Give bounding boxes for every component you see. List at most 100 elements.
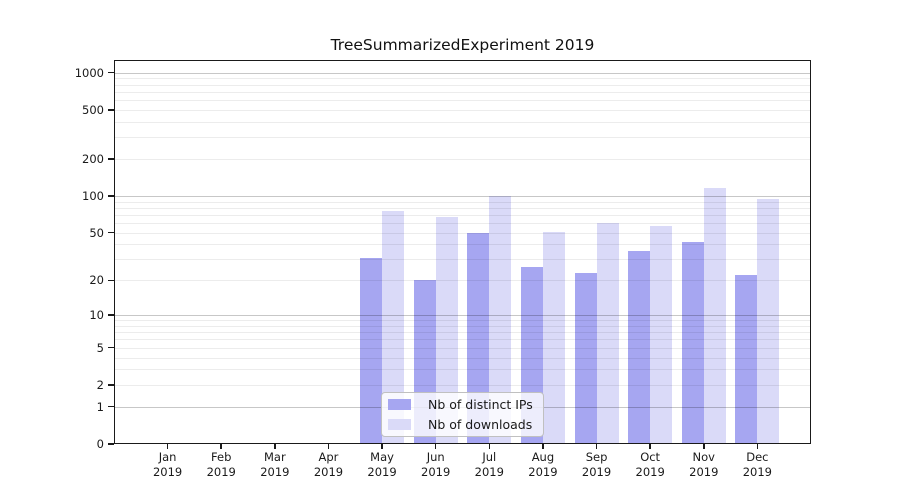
legend-label-nb-of-distinct-ips: Nb of distinct IPs (428, 397, 533, 412)
bar-nb-of-distinct-ips-dec-2019 (735, 275, 758, 444)
x-tick-label-year: 2019 (367, 464, 397, 479)
y-tick-100 (108, 195, 114, 197)
x-tick-may-2019 (381, 444, 383, 449)
legend-entry-nb-of-distinct-ips: Nb of distinct IPs (388, 396, 537, 413)
gridline-minor-70 (114, 214, 811, 216)
gridline-minor-5 (114, 347, 811, 349)
y-tick-label-50: 50 (89, 225, 104, 240)
y-tick-label-5: 5 (96, 340, 104, 355)
x-tick-label-year: 2019 (581, 464, 612, 479)
x-tick-label-feb-2019: Feb 2019 (194, 450, 248, 479)
x-tick-label-year: 2019 (528, 464, 558, 479)
y-tick-500 (108, 109, 114, 111)
gridline-minor-20 (114, 280, 811, 282)
bar-nb-of-distinct-ips-nov-2019 (681, 241, 704, 444)
legend-swatch-nb-of-distinct-ips (388, 399, 411, 410)
x-tick-label-year: 2019 (635, 464, 665, 479)
x-tick-label-year: 2019 (152, 464, 183, 479)
x-tick-label-month: Oct (640, 450, 661, 464)
x-tick-label-year: 2019 (689, 464, 719, 479)
bar-nb-of-downloads-nov-2019 (703, 187, 726, 444)
gridline-minor-30 (114, 259, 811, 261)
x-tick-label-month: Jul (482, 450, 497, 464)
x-tick-label-may-2019: May 2019 (355, 450, 409, 479)
x-tick-label-year: 2019 (260, 464, 290, 479)
y-tick-label-2: 2 (96, 377, 104, 392)
bar-nb-of-downloads-aug-2019 (542, 231, 565, 444)
y-tick-200 (108, 158, 114, 160)
y-tick-1000 (108, 71, 114, 74)
legend-label-nb-of-downloads: Nb of downloads (428, 417, 533, 432)
gridline-minor-300 (114, 137, 811, 139)
x-tick-jan-2019 (166, 444, 169, 449)
x-tick-label-year: 2019 (421, 464, 451, 479)
bar-nb-of-distinct-ips-may-2019 (360, 257, 383, 444)
x-tick-label-month: May (370, 450, 394, 464)
gridline-minor-900 (114, 78, 811, 80)
y-tick-20 (108, 279, 114, 282)
x-tick-label-month: Dec (746, 450, 769, 464)
gridline-minor-60 (114, 223, 811, 225)
x-tick-jul-2019 (488, 444, 491, 449)
plot-area (114, 60, 811, 444)
gridline-minor-80 (114, 207, 811, 209)
gridline-minor-200 (114, 158, 811, 160)
y-tick-0 (108, 443, 114, 445)
x-tick-label-month: Apr (318, 450, 339, 464)
gridline-minor-700 (114, 91, 811, 93)
x-tick-label-month: Aug (531, 450, 555, 464)
bar-nb-of-downloads-oct-2019 (650, 225, 673, 444)
gridline-minor-7 (114, 332, 811, 334)
gridline-minor-4 (114, 357, 811, 359)
x-tick-label-dec-2019: Dec 2019 (730, 450, 784, 479)
x-tick-label-year: 2019 (474, 464, 504, 479)
gridline-minor-8 (114, 325, 811, 327)
gridline-minor-2 (114, 384, 811, 386)
x-tick-label-month: Jan (158, 450, 177, 464)
x-tick-mar-2019 (274, 444, 276, 449)
gridline-major-1000 (114, 72, 811, 74)
bar-nb-of-downloads-jul-2019 (489, 195, 512, 444)
gridline-minor-600 (114, 100, 811, 102)
y-tick-label-500: 500 (82, 102, 104, 117)
gridline-major-100 (114, 195, 811, 197)
y-tick-2 (108, 384, 114, 386)
legend-entry-nb-of-downloads: Nb of downloads (388, 416, 537, 433)
gridline-minor-800 (114, 84, 811, 86)
legend: Nb of distinct IPs Nb of downloads (381, 392, 544, 437)
gridline-minor-500 (114, 109, 811, 111)
x-tick-label-aug-2019: Aug 2019 (516, 450, 570, 479)
gridline-minor-6 (114, 339, 811, 341)
x-tick-label-month: Mar (263, 450, 286, 464)
y-tick-label-200: 200 (82, 151, 104, 166)
y-tick-label-1: 1 (96, 399, 104, 414)
x-tick-apr-2019 (327, 444, 330, 449)
x-tick-label-mar-2019: Mar 2019 (248, 450, 302, 479)
legend-swatch-nb-of-downloads (388, 419, 411, 430)
bar-nb-of-downloads-may-2019 (382, 210, 405, 444)
x-tick-label-oct-2019: Oct 2019 (623, 450, 677, 479)
bar-nb-of-distinct-ips-oct-2019 (628, 251, 651, 444)
bar-nb-of-downloads-jun-2019 (435, 217, 458, 444)
x-tick-label-year: 2019 (313, 464, 344, 479)
x-tick-label-month: Nov (692, 450, 715, 464)
y-tick-label-0: 0 (96, 437, 104, 451)
x-tick-label-month: Sep (585, 450, 608, 464)
x-tick-label-month: Feb (211, 450, 232, 464)
bar-nb-of-distinct-ips-sep-2019 (574, 273, 597, 444)
gridline-minor-3 (114, 369, 811, 371)
x-tick-label-month: Jun (426, 450, 445, 464)
bar-nb-of-downloads-dec-2019 (757, 198, 780, 444)
x-tick-label-sep-2019: Sep 2019 (570, 450, 624, 479)
y-tick-label-20: 20 (89, 273, 104, 288)
y-tick-label-100: 100 (82, 188, 104, 203)
y-tick-label-10: 10 (89, 308, 104, 323)
gridline-minor-50 (114, 232, 811, 234)
x-tick-label-apr-2019: Apr 2019 (301, 450, 355, 479)
x-tick-aug-2019 (542, 444, 544, 449)
x-tick-oct-2019 (649, 444, 651, 449)
y-tick-1 (108, 405, 114, 408)
x-tick-sep-2019 (595, 444, 598, 449)
x-tick-jun-2019 (434, 444, 437, 449)
